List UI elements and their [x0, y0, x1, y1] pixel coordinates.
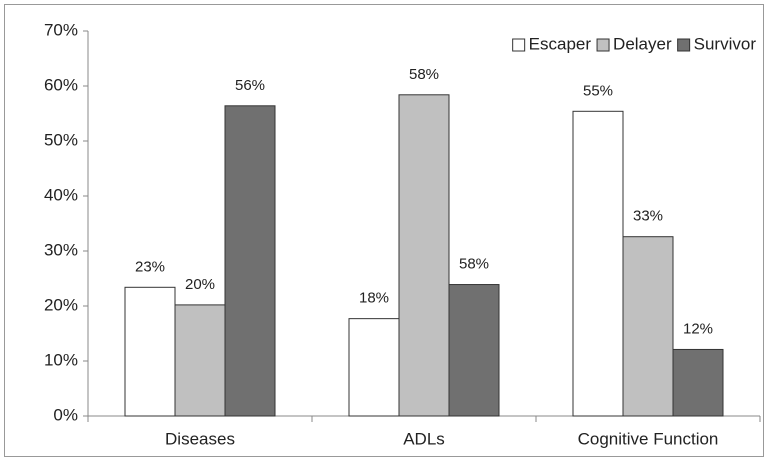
- bar: [448, 284, 500, 417]
- bar: [224, 105, 276, 417]
- value-label: 58%: [409, 66, 439, 83]
- x-tick-label: ADLs: [403, 429, 445, 448]
- y-tick-label: 50%: [44, 130, 78, 149]
- value-label: 55%: [583, 82, 613, 99]
- y-tick-label: 40%: [44, 185, 78, 204]
- value-label: 18%: [359, 290, 389, 307]
- y-tick-label: 0%: [53, 405, 78, 424]
- value-label: 56%: [235, 77, 265, 94]
- bar: [348, 318, 400, 417]
- value-label: 12%: [683, 320, 713, 337]
- bar: [174, 304, 226, 417]
- y-tick-label: 30%: [44, 240, 78, 259]
- value-label: 33%: [633, 208, 663, 225]
- value-label: 20%: [185, 276, 215, 293]
- y-tick-label: 60%: [44, 75, 78, 94]
- value-label: 23%: [135, 258, 165, 275]
- legend-label: Delayer: [613, 34, 672, 53]
- y-tick-label: 10%: [44, 350, 78, 369]
- bar: [672, 348, 724, 417]
- legend-label: Escaper: [529, 34, 592, 53]
- bar: [398, 94, 450, 417]
- bar: [572, 110, 624, 417]
- bar: [124, 286, 176, 417]
- y-tick-label: 70%: [44, 20, 78, 39]
- bar: [622, 236, 674, 417]
- x-tick-label: Diseases: [165, 429, 235, 448]
- legend-swatch: [596, 38, 610, 52]
- legend-swatch: [512, 38, 526, 52]
- y-tick-label: 20%: [44, 295, 78, 314]
- legend-swatch: [677, 38, 691, 52]
- value-label: 58%: [459, 256, 489, 273]
- legend-label: Survivor: [694, 34, 757, 53]
- x-tick-label: Cognitive Function: [578, 429, 719, 448]
